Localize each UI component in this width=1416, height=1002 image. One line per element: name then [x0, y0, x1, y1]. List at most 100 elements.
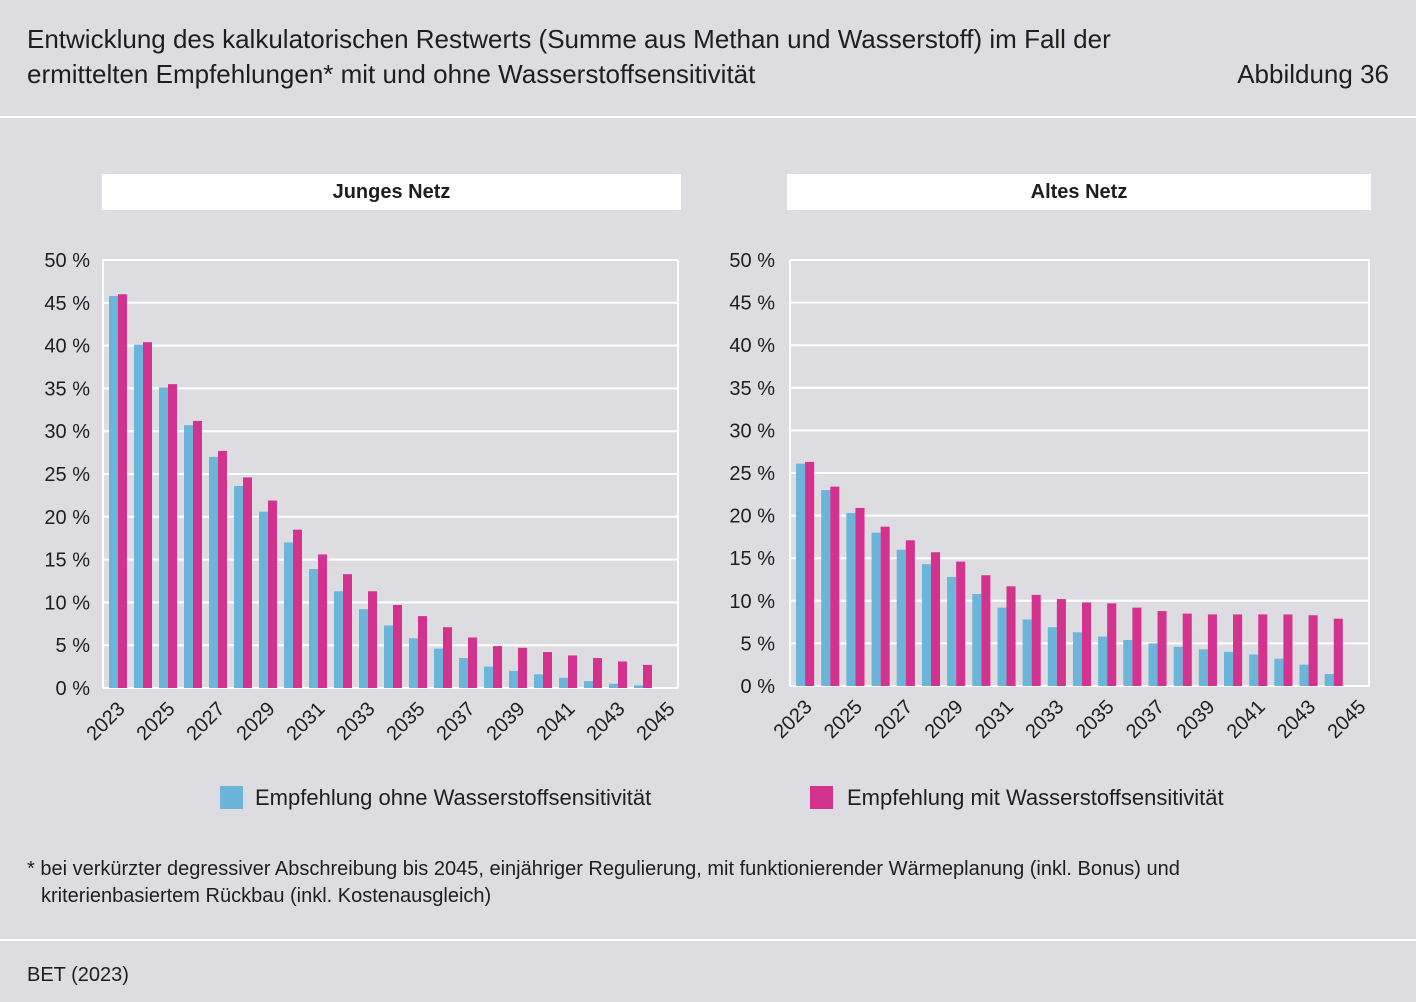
y-tick-label: 50 %: [44, 250, 90, 272]
bar-mit-2034: [393, 604, 402, 688]
x-tick-label: 2043: [1273, 696, 1320, 743]
bar-ohne-2032: [1022, 619, 1032, 686]
bar-mit-2030: [293, 529, 302, 688]
bar-mit-2032: [343, 574, 352, 688]
bar-mit-2035: [1107, 603, 1117, 686]
y-tick-label: 35 %: [44, 378, 90, 400]
bar-ohne-2023: [796, 463, 806, 686]
panel-title-altes-netz: Altes Netz: [787, 174, 1371, 210]
x-tick-label: 2031: [283, 698, 330, 745]
bar-mit-2036: [443, 627, 452, 688]
bar-mit-2037: [1157, 611, 1167, 686]
bar-mit-2033: [1056, 599, 1066, 686]
bar-mit-2031: [318, 554, 327, 688]
y-tick-label: 20 %: [44, 507, 90, 529]
x-tick-label: 2039: [1172, 696, 1219, 743]
bar-mit-2038: [1182, 613, 1192, 686]
bar-ohne-2039: [509, 670, 518, 688]
bar-mit-2042: [1283, 614, 1293, 686]
bar-mit-2024: [830, 486, 840, 686]
bar-mit-2027: [218, 450, 227, 688]
bar-ohne-2030: [284, 542, 293, 688]
x-tick-label: 2023: [83, 698, 130, 745]
figure-title: Entwicklung des kalkulatorischen Restwer…: [27, 22, 1111, 92]
bar-ohne-2033: [359, 609, 368, 688]
bar-ohne-2043: [609, 683, 618, 688]
x-tick-label: 2027: [183, 698, 230, 745]
y-tick-label: 40 %: [44, 336, 90, 358]
x-tick-label: 2041: [533, 698, 580, 745]
bar-mit-2039: [1207, 614, 1217, 686]
bar-mit-2025: [855, 507, 865, 686]
y-tick-label: 5 %: [741, 633, 776, 655]
bar-ohne-2029: [259, 511, 268, 688]
bar-ohne-2027: [896, 549, 906, 686]
bar-ohne-2026: [871, 532, 881, 686]
x-tick-label: 2025: [820, 696, 867, 743]
bar-ohne-2026: [184, 425, 193, 688]
y-tick-label: 10 %: [729, 591, 775, 613]
bar-ohne-2025: [846, 513, 856, 686]
bar-mit-2037: [468, 637, 477, 688]
bar-mit-2026: [193, 420, 202, 688]
x-tick-label: 2033: [1021, 696, 1068, 743]
bar-ohne-2041: [1249, 654, 1259, 686]
y-tick-label: 20 %: [729, 506, 775, 528]
x-tick-label: 2045: [633, 698, 680, 745]
bar-ohne-2043: [1299, 664, 1309, 686]
bar-ohne-2034: [1072, 632, 1083, 686]
x-tick-label: 2031: [971, 696, 1018, 743]
legend-label-mit: Empfehlung mit Wasserstoffsensitivität: [847, 785, 1224, 810]
bar-mit-2041: [568, 655, 577, 688]
bar-ohne-2028: [921, 564, 931, 686]
panel-title-junges-netz: Junges Netz: [102, 174, 681, 210]
bar-mit-2036: [1132, 607, 1142, 686]
bar-ohne-2040: [1223, 651, 1234, 686]
bar-mit-2033: [368, 591, 377, 688]
x-tick-label: 2039: [483, 698, 530, 745]
bar-ohne-2035: [1098, 636, 1108, 686]
bar-ohne-2038: [1173, 646, 1183, 686]
bar-ohne-2037: [1148, 643, 1158, 686]
x-tick-label: 2041: [1223, 696, 1270, 743]
y-tick-label: 35 %: [729, 378, 775, 400]
bar-ohne-2035: [409, 638, 418, 688]
bar-mit-2025: [168, 384, 177, 688]
chart-junges-netz: 0 % 5 % 10 % 15 % 20 % 25 % 30 % 35 % 40 % 45 % 50…: [44, 250, 679, 745]
bar-ohne-2042: [584, 681, 593, 688]
bar-mit-2040: [543, 652, 552, 688]
x-tick-label: 2037: [433, 698, 480, 745]
bar-mit-2023: [805, 461, 815, 686]
x-tick-label: 2029: [921, 696, 968, 743]
bar-mit-2039: [518, 647, 527, 688]
y-tick-label: 40 %: [729, 335, 775, 357]
x-tick-label: 2035: [383, 698, 430, 745]
bar-mit-2041: [1258, 614, 1268, 686]
x-tick-label: 2037: [1122, 696, 1169, 743]
y-tick-label: 0 %: [56, 678, 91, 700]
y-tick-label: 5 %: [56, 635, 91, 657]
bar-ohne-2028: [234, 485, 243, 688]
bar-ohne-2042: [1274, 658, 1284, 686]
bar-mit-2029: [956, 561, 966, 686]
bar-ohne-2030: [972, 593, 982, 686]
bar-mit-2044: [1333, 618, 1343, 686]
bar-mit-2030: [981, 575, 991, 686]
bar-ohne-2032: [334, 591, 343, 688]
y-tick-label: 0 %: [741, 676, 776, 698]
y-tick-label: 30 %: [44, 421, 90, 443]
footnote-line-1: * bei verkürzter degressiver Abschreibun…: [27, 858, 1180, 880]
y-tick-label: 50 %: [729, 250, 775, 272]
bar-mit-2032: [1031, 594, 1041, 686]
y-tick-label: 10 %: [44, 592, 90, 614]
bar-mit-2028: [243, 477, 252, 688]
figure-number: Abbildung 36: [1237, 59, 1389, 89]
bar-ohne-2034: [384, 625, 393, 688]
y-tick-label: 45 %: [44, 293, 90, 315]
bar-ohne-2027: [209, 456, 218, 688]
bar-ohne-2023: [109, 295, 118, 688]
bar-mit-2034: [1082, 602, 1092, 686]
legend-label-ohne: Empfehlung ohne Wasserstoffsensitivität: [255, 785, 652, 810]
bar-mit-2038: [493, 646, 502, 688]
footer-divider: [0, 939, 1416, 941]
